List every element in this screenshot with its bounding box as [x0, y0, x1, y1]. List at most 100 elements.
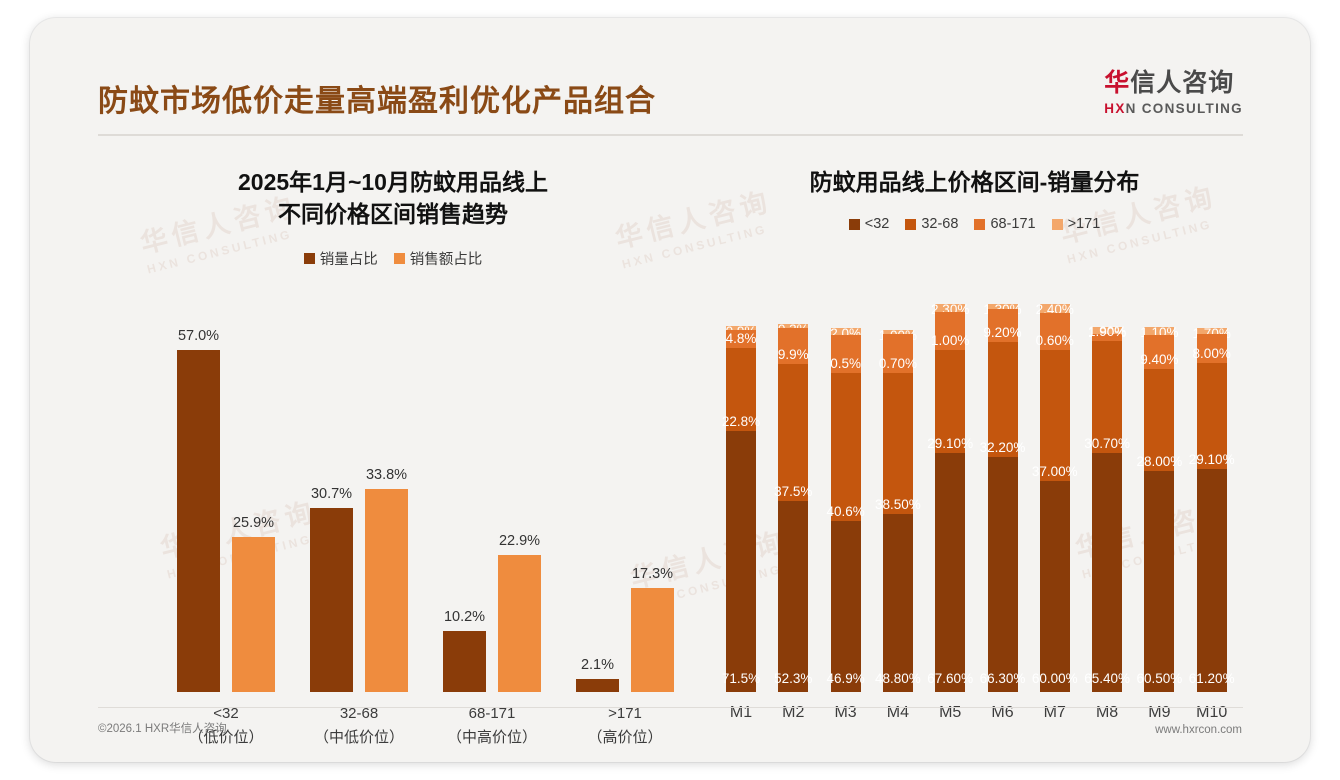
category-label-sub: （中低价位） — [313, 729, 404, 746]
stacked-bar[interactable]: 2.0% 0.5% 40.6% 46.9% — [826, 304, 865, 692]
stacked-bar-segment[interactable]: 1.90% — [1088, 324, 1126, 341]
stacked-bar-segment[interactable]: 22.8% — [722, 348, 760, 431]
bar-column[interactable]: 30.7% — [310, 486, 353, 692]
segment-value-label: 9.40% — [1140, 352, 1179, 367]
stacked-bar-segment[interactable]: 46.9% — [826, 521, 865, 692]
month-label: M4 — [886, 704, 909, 721]
stacked-bar-segment[interactable]: 71.5% — [722, 431, 760, 692]
bar[interactable] — [576, 679, 619, 692]
stacked-bar-segment[interactable]: 61.20% — [1189, 469, 1235, 692]
bar[interactable] — [177, 350, 220, 692]
stacked-bar-column[interactable]: 2.40% 0.60% 37.00% 60.00% M7 — [1029, 302, 1081, 721]
legend-swatch-icon — [848, 218, 860, 230]
stacked-bar-segment[interactable]: 0.5% — [830, 335, 861, 373]
stacked-bar-column[interactable]: 2.30% 1.00% 29.10% 67.60% M5 — [924, 302, 976, 721]
stacked-bar[interactable]: 1.00%0.70%38.50%48.80% — [875, 304, 921, 692]
stacked-bar-segment[interactable]: 40.6% — [826, 373, 865, 521]
stacked-bar-segment[interactable]: 2.0% — [830, 326, 861, 341]
bar-column[interactable]: 22.9% — [498, 533, 541, 692]
stacked-bar-segment[interactable]: 48.80% — [875, 514, 921, 692]
segment-value-label: 8.00% — [1192, 346, 1231, 361]
stacked-bar-segment[interactable]: 60.00% — [1032, 480, 1078, 692]
stacked-bar-segment[interactable]: 8.00% — [1193, 334, 1231, 363]
stacked-bar[interactable]: 1.90% 1.90% 30.70% 65.40% — [1084, 304, 1130, 692]
left-legend-item[interactable]: 销量占比 — [303, 248, 378, 269]
company-logo: 华信人咨询 HXN CONSULTING — [1104, 68, 1243, 118]
stacked-bar-column[interactable]: 1.90% 1.90% 30.70% 65.40% M8 — [1081, 304, 1133, 721]
segment-value-label: 48.80% — [874, 671, 921, 686]
stacked-bar[interactable]: 1.70%8.00%29.10%61.20% — [1189, 304, 1235, 692]
stacked-bar-segment[interactable]: 0.70% — [879, 334, 917, 373]
stacked-bar-segment[interactable]: 38.50% — [875, 373, 921, 514]
stacked-bar-column[interactable]: 0.3%9.9%37.5%52.3% M2 — [767, 304, 819, 721]
bar[interactable] — [631, 588, 674, 692]
stacked-bar-column[interactable]: 1.30%9.20%32.20%66.30%M6 — [977, 302, 1029, 721]
stacked-bar-segment[interactable]: 2.30% — [931, 302, 969, 317]
category-label: <32 （低价位） — [156, 702, 296, 750]
stacked-bar-segment[interactable]: 60.50% — [1136, 471, 1182, 692]
stacked-bar-segment[interactable]: 66.30% — [980, 456, 1025, 692]
stacked-bar-column[interactable]: 1.10% 9.40% 28.00% 60.50% M9 — [1133, 304, 1185, 721]
stacked-bar[interactable]: 0.9%4.8%22.8%71.5% — [722, 304, 760, 692]
stacked-bar-segment[interactable]: 67.60% — [927, 453, 973, 692]
right-legend-item[interactable]: 32-68 — [905, 216, 958, 232]
stacked-bar[interactable]: 0.3%9.9%37.5%52.3% — [774, 304, 812, 692]
bar[interactable] — [232, 537, 275, 692]
segment-value-label: 22.8% — [721, 414, 761, 429]
right-legend-item[interactable]: <32 — [848, 216, 889, 232]
right-legend-item[interactable]: 68-171 — [974, 216, 1036, 232]
segment-value-label: 67.60% — [927, 671, 974, 686]
stacked-bar-segment[interactable]: 2.40% — [1036, 302, 1074, 317]
stacked-bar-segment[interactable]: 52.3% — [774, 501, 812, 692]
stacked-bar-segment[interactable]: 9.40% — [1140, 335, 1179, 369]
stacked-bar-segment[interactable]: 29.10% — [1189, 363, 1235, 469]
bar[interactable] — [365, 489, 408, 692]
stacked-bar-column[interactable]: 1.70%8.00%29.10%61.20%M10 — [1186, 304, 1238, 721]
bar-column[interactable]: 2.1% — [576, 657, 619, 692]
stacked-bar-segment[interactable]: 65.40% — [1084, 453, 1130, 692]
bar[interactable] — [310, 508, 353, 692]
stacked-bar-segment[interactable]: 30.70% — [1084, 341, 1130, 453]
stacked-bar-column[interactable]: 0.9%4.8%22.8%71.5%M1 — [715, 304, 767, 721]
stacked-bar-segment[interactable]: 1.00% — [931, 311, 969, 351]
bar-column[interactable]: 10.2% — [443, 609, 486, 692]
bar-column[interactable]: 25.9% — [232, 515, 275, 692]
stacked-bar[interactable]: 2.30% 1.00% 29.10% 67.60% — [927, 302, 973, 692]
stacked-bar-segment[interactable]: 37.00% — [1032, 350, 1078, 481]
stacked-bar[interactable]: 1.30%9.20%32.20%66.30% — [980, 302, 1025, 692]
legend-label: 32-68 — [921, 216, 959, 232]
stacked-bar[interactable]: 2.40% 0.60% 37.00% 60.00% — [1032, 302, 1078, 692]
segment-value-label: 28.00% — [1136, 454, 1183, 469]
bar[interactable] — [443, 631, 486, 692]
segment-value-label: 60.00% — [1031, 671, 1078, 686]
right-legend-item[interactable]: >171 — [1051, 216, 1100, 232]
left-legend-item[interactable]: 销售额占比 — [393, 248, 482, 269]
month-label: M1 — [729, 704, 753, 721]
stacked-bar-segment[interactable]: 28.00% — [1136, 369, 1182, 471]
bar-column[interactable]: 57.0% — [177, 328, 220, 692]
segment-value-label: 1.90% — [1087, 324, 1127, 339]
bar-group: 30.7% 33.8% 32-68 （中低价位） — [299, 272, 419, 746]
category-label-sub: （低价位） — [188, 729, 264, 746]
month-label: M2 — [782, 704, 805, 721]
bar[interactable] — [498, 555, 541, 692]
stacked-bar-segment[interactable]: 0.60% — [1036, 312, 1074, 351]
stacked-bar-segment[interactable]: 9.9% — [778, 328, 809, 364]
bar-column[interactable]: 17.3% — [631, 566, 674, 692]
stacked-bar-segment[interactable]: 37.5% — [774, 364, 812, 501]
bar-value-label: 33.8% — [365, 467, 408, 483]
month-label: M8 — [1095, 704, 1119, 721]
stacked-bar-column[interactable]: 1.00%0.70%38.50%48.80%M4 — [872, 304, 924, 721]
logo-english-rest: N CONSULTING — [1125, 101, 1243, 116]
legend-swatch-icon — [974, 218, 986, 230]
stacked-bar-segment[interactable]: 29.10% — [927, 350, 973, 453]
month-label: M3 — [834, 704, 857, 721]
stacked-bar-segment[interactable]: 32.20% — [980, 341, 1025, 457]
stacked-bar-segment[interactable]: 1.10% — [1140, 325, 1178, 340]
stacked-bar-segment[interactable]: 4.8% — [726, 330, 756, 348]
stacked-bar-column[interactable]: 2.0% 0.5% 40.6% 46.9% M3 — [820, 304, 872, 721]
stacked-bar-segment[interactable]: 9.20% — [983, 308, 1022, 342]
bar-column[interactable]: 33.8% — [365, 467, 408, 692]
segment-value-label: 38.50% — [874, 497, 921, 512]
stacked-bar[interactable]: 1.10% 9.40% 28.00% 60.50% — [1136, 304, 1182, 692]
